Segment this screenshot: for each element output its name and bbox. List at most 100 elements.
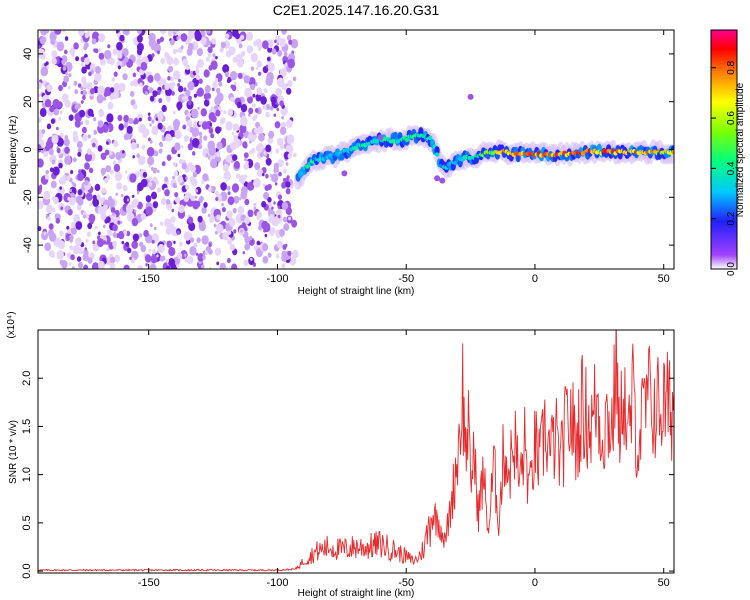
noise-blob: [84, 152, 92, 162]
noise-blob: [211, 186, 216, 192]
noise-blob: [100, 58, 106, 66]
noise-blob: [274, 121, 281, 129]
x-tick-label: 0: [532, 577, 538, 589]
noise-blob: [191, 127, 199, 137]
noise-blob: [256, 211, 263, 219]
y-tick-label: -20: [22, 189, 34, 205]
noise-blob: [204, 85, 211, 93]
noise-blob: [182, 58, 188, 66]
noise-blob: [130, 81, 135, 87]
noise-blob: [233, 195, 240, 204]
noise-blob: [38, 117, 42, 123]
noise-blob: [97, 145, 103, 152]
noise-blob: [145, 195, 152, 203]
noise-blob: [156, 254, 159, 258]
noise-blob: [262, 173, 265, 177]
noise-blob: [53, 108, 60, 116]
noise-blob: [85, 213, 90, 219]
noise-blob: [122, 73, 128, 81]
noise-blob: [277, 49, 283, 57]
noise-blob: [70, 170, 74, 174]
noise-blob: [49, 250, 55, 258]
noise-blob: [263, 150, 267, 156]
noise-blob: [197, 253, 205, 262]
noise-blob: [153, 42, 160, 51]
noise-blob: [95, 66, 101, 74]
noise-blob: [243, 174, 248, 179]
noise-blob: [277, 205, 281, 209]
noise-blob: [195, 64, 199, 70]
noise-blob: [241, 115, 246, 120]
noise-blob: [137, 265, 144, 269]
noise-blob: [286, 134, 295, 144]
y-tick-label: 1.5: [21, 419, 33, 434]
noise-blob: [176, 264, 179, 268]
noise-blob: [167, 30, 173, 37]
noise-blob: [39, 51, 46, 60]
noise-blob: [147, 112, 151, 116]
noise-blob: [233, 229, 237, 234]
noise-blob: [187, 112, 191, 118]
chart-title: C2E1.2025.147.16.20.G31: [273, 2, 440, 18]
noise-blob: [256, 168, 264, 177]
noise-blob: [197, 106, 200, 110]
noise-blob: [182, 96, 186, 101]
noise-blob: [67, 196, 71, 201]
colorbar-tick-label: 0.2: [726, 211, 737, 225]
noise-blob: [145, 206, 153, 216]
noise-blob: [122, 30, 126, 35]
noise-blob: [98, 48, 101, 52]
noise-blob: [173, 31, 176, 35]
noise-blob: [108, 150, 113, 156]
noise-blob: [219, 118, 225, 125]
noise-blob: [51, 159, 56, 165]
snr-background: [38, 330, 674, 573]
noise-blob: [227, 191, 231, 196]
noise-blob: [277, 194, 283, 200]
noise-blob: [38, 158, 44, 168]
noise-blob: [176, 101, 183, 110]
noise-blob: [268, 228, 275, 237]
noise-blob: [122, 48, 129, 57]
noise-blob: [271, 173, 279, 183]
noise-blob: [71, 188, 75, 193]
spectrogram-x-ticks: -150 -100 -50 0 50: [138, 30, 670, 285]
noise-blob: [102, 240, 107, 245]
noise-blob: [231, 263, 238, 269]
noise-blob: [219, 47, 224, 53]
noise-blob: [286, 175, 290, 180]
noise-blob: [132, 155, 135, 159]
noise-blob: [58, 240, 65, 250]
snr-frame: [37, 329, 675, 574]
snr-y-ticks: 0.0 0.5 1.0 1.5 2.0: [21, 371, 674, 579]
noise-blob: [80, 121, 84, 125]
noise-blob: [226, 185, 231, 191]
noise-blob: [126, 230, 131, 237]
noise-blob: [263, 222, 271, 233]
noise-blob: [222, 64, 230, 74]
noise-blob: [68, 197, 76, 206]
noise-blob: [205, 153, 209, 158]
noise-blob: [85, 238, 89, 243]
noise-blob: [202, 173, 209, 182]
noise-blob: [227, 196, 235, 206]
noise-blob: [266, 39, 274, 49]
noise-blob: [187, 81, 195, 91]
noise-blob: [81, 76, 87, 84]
noise-blob: [250, 257, 253, 261]
noise-blob: [122, 150, 125, 154]
noise-blob: [109, 57, 115, 65]
noise-blob: [172, 70, 181, 80]
noise-blob: [73, 42, 79, 50]
noise-blob: [189, 246, 197, 256]
noise-blob: [40, 66, 49, 77]
noise-blob: [66, 225, 70, 230]
noise-blob: [264, 106, 267, 111]
noise-blob: [70, 254, 75, 261]
noise-blob: [257, 71, 262, 76]
noise-blob: [283, 178, 286, 182]
noise-blob: [173, 170, 179, 177]
noise-blob: [256, 60, 262, 68]
noise-blob: [117, 51, 123, 59]
x-tick-label: -150: [138, 577, 160, 589]
